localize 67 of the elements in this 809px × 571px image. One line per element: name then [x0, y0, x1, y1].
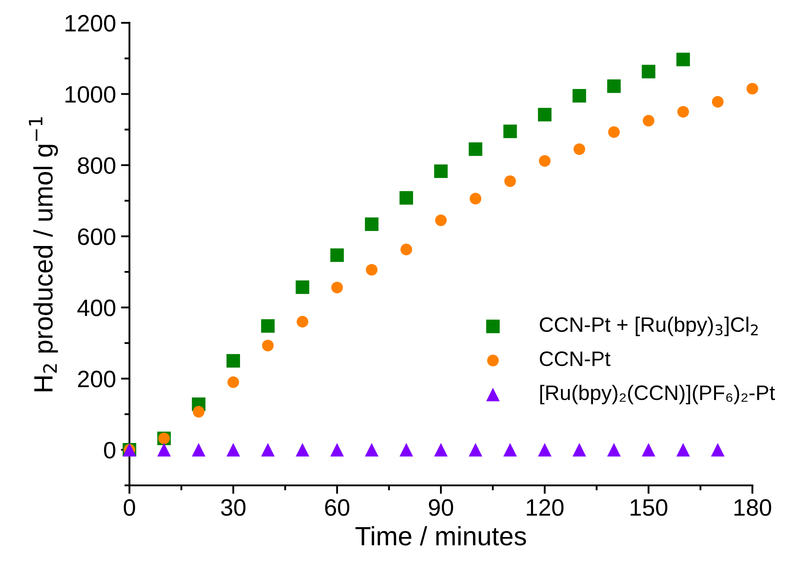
point	[364, 443, 378, 457]
x-axis-title: Time / minutes	[355, 526, 526, 546]
point	[572, 443, 586, 457]
point	[400, 244, 412, 256]
point	[607, 79, 621, 93]
point	[642, 64, 656, 78]
point	[642, 114, 654, 126]
point	[192, 443, 206, 457]
y-axis-title: H$_{2}$ produced / umol g$^{−1}$	[28, 117, 58, 392]
point	[677, 106, 689, 118]
point	[262, 340, 274, 352]
point	[574, 143, 586, 155]
point	[504, 175, 516, 187]
point	[157, 443, 171, 457]
point	[710, 443, 725, 457]
x-tick-label: 180	[734, 499, 772, 516]
point	[296, 316, 308, 328]
point	[676, 443, 690, 457]
point	[538, 108, 552, 122]
point	[192, 406, 204, 418]
y-tick-label: 400	[77, 300, 116, 316]
point	[503, 443, 517, 457]
point	[470, 192, 482, 204]
x-tick-label: 150	[630, 499, 668, 516]
point	[400, 191, 414, 205]
point	[330, 248, 344, 262]
legend-label: [Ru(bpy)₂(CCN)](PF₆)₂-Pt	[540, 384, 776, 404]
x-tick-label: 30	[221, 499, 246, 516]
point	[226, 354, 240, 368]
point	[331, 282, 343, 294]
y-tick-label: 800	[78, 157, 116, 174]
point	[608, 126, 620, 138]
point	[226, 443, 240, 457]
legend-label: CCN-Pt	[540, 351, 610, 366]
x-tick-label: 0	[124, 499, 136, 516]
point	[296, 443, 310, 457]
point	[468, 142, 482, 156]
point	[261, 319, 275, 333]
y-tick-label: 1000	[66, 86, 116, 103]
point	[296, 280, 310, 294]
point	[366, 264, 378, 276]
point	[607, 443, 621, 457]
y-tick-label: 600	[78, 228, 116, 246]
point	[435, 214, 447, 226]
point	[330, 443, 344, 457]
point	[434, 164, 448, 178]
point	[400, 443, 414, 457]
x-tick-label: 120	[526, 499, 564, 516]
x-tick-label: 60	[325, 499, 350, 516]
point	[538, 155, 551, 167]
y-tick-label: 200	[78, 370, 116, 388]
point	[261, 443, 275, 457]
point	[572, 89, 586, 103]
point	[503, 124, 517, 138]
point	[434, 443, 448, 457]
x-tick-label: 90	[428, 499, 454, 516]
legend-label: CCN-Pt + [Ru(bpy)$_{3}$]Cl$_{2}$	[540, 316, 758, 336]
point	[712, 96, 724, 108]
point	[364, 217, 378, 231]
point	[468, 443, 482, 457]
y-tick-label: 1200	[66, 14, 116, 32]
point	[642, 443, 656, 457]
point	[227, 376, 240, 388]
point	[538, 443, 552, 457]
point	[746, 82, 758, 94]
y-tick-label: 0	[104, 442, 116, 459]
point	[676, 52, 690, 66]
